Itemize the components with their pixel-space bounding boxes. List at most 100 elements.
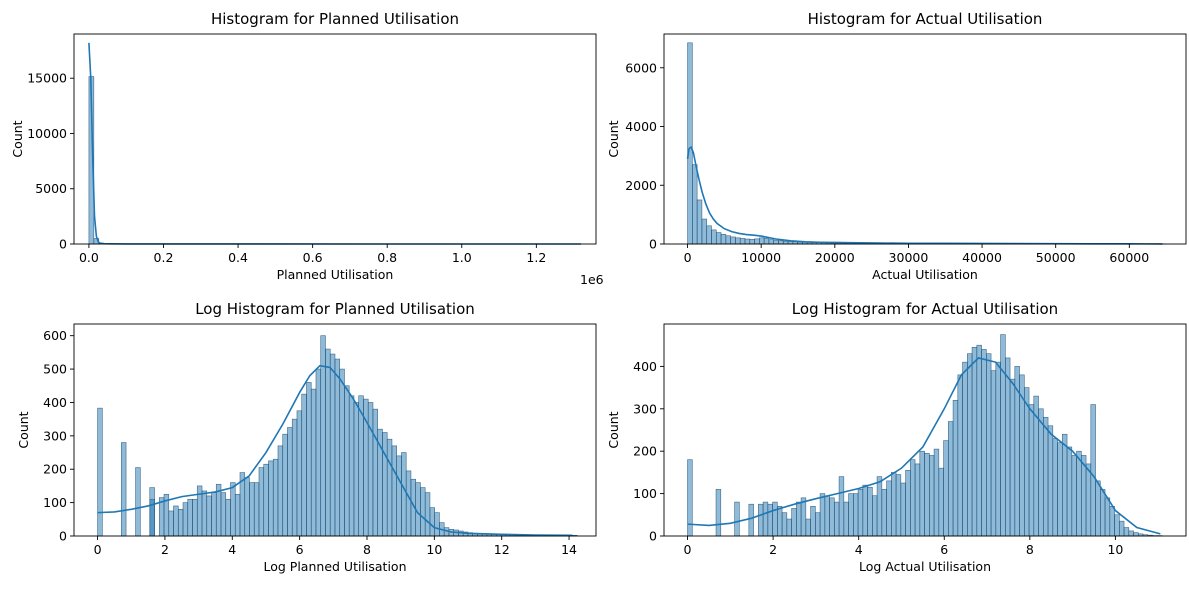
- x-axis-label: Actual Utilisation: [872, 267, 978, 282]
- histogram-bar: [268, 460, 274, 537]
- histogram-bar: [967, 353, 973, 537]
- x-axis-label: Log Planned Utilisation: [264, 559, 407, 574]
- x-tick-label: 50000: [1036, 250, 1076, 265]
- histogram-bar: [758, 503, 764, 537]
- kde-curve: [97, 364, 573, 537]
- histogram-bar: [957, 374, 963, 537]
- histogram-bar: [1000, 334, 1006, 537]
- histogram-bar: [1095, 480, 1101, 537]
- histogram-bar: [301, 393, 307, 537]
- y-tick-label: 15000: [27, 71, 67, 86]
- x-tick-label: 4: [228, 542, 236, 557]
- histogram-bar: [843, 501, 849, 537]
- histogram-bar: [720, 234, 727, 245]
- x-tick-label: 10000: [741, 250, 781, 265]
- bars: [88, 76, 237, 245]
- histogram-bar: [886, 480, 892, 537]
- histogram-bar: [786, 518, 792, 537]
- histogram-bar: [805, 518, 811, 537]
- histogram-bar: [876, 476, 883, 537]
- y-tick-label: 0: [59, 237, 67, 252]
- histogram-bar: [1071, 455, 1077, 537]
- y-tick-label: 400: [633, 359, 657, 374]
- x-tick-label: 4: [855, 542, 863, 557]
- histogram-bar: [1005, 357, 1011, 537]
- histogram-bar: [258, 467, 265, 537]
- histogram-bar: [976, 344, 982, 537]
- y-axis-label: Count: [606, 411, 621, 448]
- histogram-bar: [272, 458, 279, 537]
- histogram-bar: [881, 489, 887, 537]
- histogram-bar: [367, 402, 374, 537]
- panel-actual-utilisation: 0 10000 20000 30000 40000 50000 60000 0 2000 400…: [606, 10, 1187, 282]
- axes-frame: [73, 323, 597, 537]
- histogram-bar: [990, 370, 997, 537]
- x-tick-label: 1.0: [452, 250, 472, 265]
- histogram-bar: [372, 408, 379, 537]
- histogram-bar: [933, 448, 940, 537]
- histogram-bar: [929, 455, 935, 537]
- histogram-bar: [187, 498, 193, 537]
- y-tick-label: 0: [59, 529, 67, 544]
- x-tick-label: 12: [494, 542, 510, 557]
- histogram-bar: [1085, 463, 1092, 537]
- y-tick-label: 200: [43, 462, 67, 477]
- histogram-bar: [1009, 378, 1016, 537]
- histogram-bar: [1076, 450, 1082, 537]
- y-tick-label: 400: [43, 395, 67, 410]
- histogram-bar: [781, 512, 788, 537]
- histogram-bar: [429, 507, 435, 537]
- axes-frame: [73, 33, 597, 245]
- histogram-bar: [121, 442, 127, 537]
- histogram-bar: [711, 229, 717, 245]
- x-tick-label: 2: [161, 542, 169, 557]
- x-tick-label: 14: [561, 542, 577, 557]
- y-tick-label: 500: [43, 362, 67, 377]
- histogram-bar: [306, 382, 312, 537]
- histogram-bar: [405, 470, 412, 537]
- histogram-bar: [1038, 408, 1044, 537]
- x-tick-label: 20000: [815, 250, 855, 265]
- histogram-bar: [895, 474, 902, 537]
- x-tick-label: 40000: [962, 250, 1002, 265]
- histogram-bar: [211, 492, 217, 537]
- y-tick-label: 0: [649, 237, 657, 252]
- histogram-bar: [696, 199, 703, 245]
- histogram-bar: [1024, 387, 1030, 537]
- bars: [687, 334, 1163, 537]
- histogram-bar: [962, 361, 968, 537]
- histogram-bar: [168, 510, 174, 537]
- y-tick-label: 4000: [625, 119, 657, 134]
- y-axis-label: Count: [10, 120, 25, 157]
- x-tick-label: 0: [684, 250, 692, 265]
- histogram-bar: [391, 445, 397, 537]
- histogram-bar: [767, 503, 773, 537]
- histogram-bar: [739, 238, 746, 245]
- histogram-bar: [748, 503, 754, 537]
- panel-log-planned-utilisation: 0 2 4 6 8 10 12 14 0 100 200 300 400 500 600 Log Hist…: [16, 300, 597, 574]
- histogram-bar: [867, 486, 873, 537]
- y-tick-label: 10000: [27, 126, 67, 141]
- histogram-bar: [819, 493, 826, 537]
- x-tick-label: 10: [426, 542, 442, 557]
- histogram-bar: [862, 484, 868, 537]
- histogram-bar: [434, 512, 440, 537]
- histogram-bar: [244, 477, 250, 537]
- x-tick-label: 8: [363, 542, 371, 557]
- histogram-bar: [759, 237, 765, 245]
- kde-curve: [686, 145, 1163, 245]
- histogram-bar: [791, 508, 797, 537]
- y-tick-label: 100: [633, 486, 657, 501]
- histogram-bar: [1062, 433, 1068, 537]
- histogram-bar: [800, 497, 807, 537]
- histogram-bar: [135, 467, 141, 537]
- histogram-bar: [838, 476, 845, 537]
- histogram-bar: [1109, 506, 1115, 537]
- histogram-bar: [1047, 425, 1054, 537]
- histogram-bar: [277, 445, 284, 537]
- histogram-bar: [401, 452, 407, 537]
- histogram-bar: [206, 495, 212, 537]
- histogram-bar: [701, 218, 708, 245]
- histogram-bar: [173, 505, 179, 537]
- histogram-bar: [315, 368, 322, 537]
